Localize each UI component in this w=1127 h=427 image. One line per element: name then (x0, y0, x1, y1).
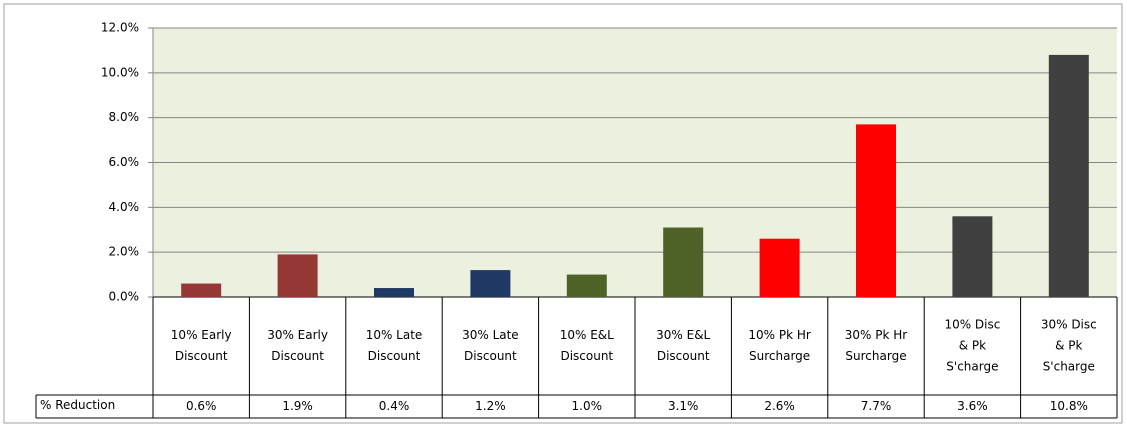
category-label: 10% Late (366, 328, 423, 342)
y-tick-label: 6.0% (109, 155, 140, 169)
value-label: 0.6% (186, 399, 217, 413)
value-label: 2.6% (764, 399, 795, 413)
category-label: Surcharge (845, 349, 906, 363)
category-label: Surcharge (749, 349, 810, 363)
bar (759, 238, 800, 297)
category-label: & Pk (959, 339, 986, 353)
category-label: 10% E&L (560, 328, 614, 342)
value-label: 3.6% (957, 399, 988, 413)
category-label: Discount (175, 349, 228, 363)
value-label: 1.0% (572, 399, 603, 413)
category-label: Discount (560, 349, 613, 363)
y-tick-label: 12.0% (101, 21, 139, 35)
bar (663, 227, 704, 297)
category-label: 10% Disc (944, 318, 1000, 332)
value-label: 7.7% (861, 399, 892, 413)
y-tick-label: 8.0% (109, 110, 140, 124)
bar (374, 288, 414, 297)
category-label: & Pk (1055, 339, 1082, 353)
category-label: Discount (271, 349, 324, 363)
category-label: 30% Pk Hr (845, 328, 908, 342)
bar (566, 274, 607, 297)
bar (952, 216, 993, 297)
category-label: Discount (657, 349, 710, 363)
y-tick-label: 4.0% (109, 200, 140, 214)
bar (181, 283, 222, 297)
category-label: 30% Late (462, 328, 519, 342)
category-label: S'charge (946, 360, 998, 374)
category-label: 10% Pk Hr (748, 328, 811, 342)
bar (277, 254, 318, 297)
bar (1048, 54, 1089, 298)
value-label: 3.1% (668, 399, 699, 413)
category-label: Discount (368, 349, 421, 363)
category-label: S'charge (1043, 360, 1095, 374)
y-tick-label: 2.0% (109, 245, 140, 259)
value-label: 1.2% (475, 399, 506, 413)
bar (470, 270, 511, 297)
bar (856, 124, 896, 298)
value-label: 10.8% (1050, 399, 1088, 413)
value-label: 0.4% (379, 399, 410, 413)
category-label: 10% Early (171, 328, 232, 342)
y-tick-label: 10.0% (101, 65, 139, 79)
category-label: 30% E&L (656, 328, 710, 342)
category-label: 30% Disc (1041, 318, 1097, 332)
y-tick-label: 0.0% (109, 290, 140, 304)
category-label: Discount (464, 349, 517, 363)
value-label: 1.9% (282, 399, 313, 413)
table-row-label: % Reduction (40, 398, 115, 412)
category-label: 30% Early (267, 328, 328, 342)
